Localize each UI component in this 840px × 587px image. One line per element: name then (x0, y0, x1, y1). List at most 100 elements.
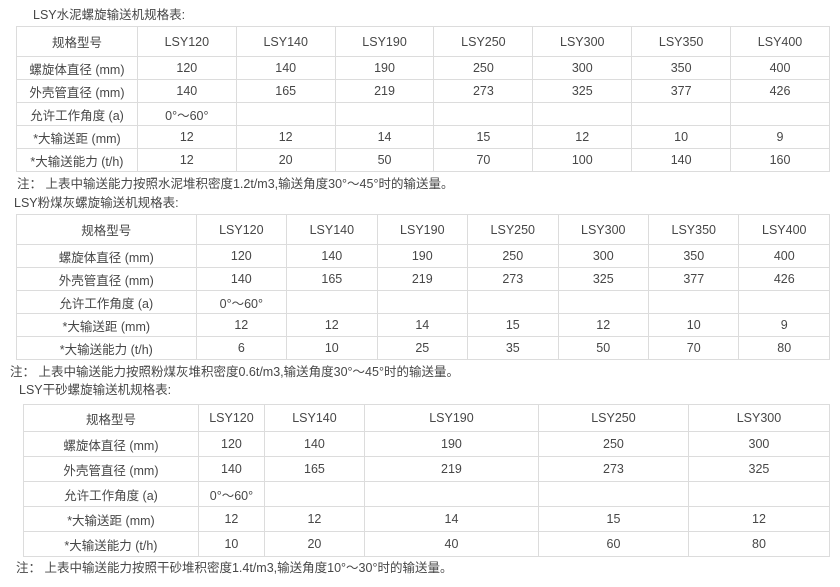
cell-value: 12 (136, 148, 237, 172)
table-row: 外壳管直径 (mm) 140 165 219 273 325 377 426 (16, 79, 830, 103)
cell-value: 0°～60° (195, 290, 288, 314)
cell-value: 40 (363, 531, 540, 557)
cell-value: 273 (538, 456, 689, 482)
cell-value (334, 102, 435, 126)
table-row: 外壳管直径 (mm) 140 165 219 273 325 377 426 (16, 267, 830, 291)
cell-value: 15 (467, 313, 559, 337)
column-header: LSY120 (197, 404, 265, 432)
table-row: 螺旋体直径 (mm) 120 140 190 250 300 350 400 (16, 244, 830, 268)
cell-value: 10 (286, 336, 378, 360)
table-row: *大输送能力 (t/h) 10 20 40 60 80 (23, 531, 831, 557)
row-label: *大输送距 (mm) (23, 506, 199, 532)
cell-value: 190 (334, 56, 435, 80)
table-row: 螺旋体直径 (mm) 120 140 190 250 300 350 400 (16, 56, 830, 80)
cell-value: 140 (263, 431, 365, 457)
cell-value: 273 (467, 267, 559, 291)
cell-value: 190 (376, 244, 469, 268)
cell-value: 0°～60° (197, 481, 265, 507)
cell-value (363, 481, 540, 507)
cell-value: 165 (235, 79, 336, 103)
cell-value: 70 (647, 336, 740, 360)
cell-value: 250 (467, 244, 559, 268)
table-row: *大输送能力 (t/h) 6 10 25 35 50 70 80 (16, 336, 830, 360)
cell-value: 140 (631, 148, 732, 172)
cell-value: 377 (631, 79, 732, 103)
row-label: *大输送能力 (t/h) (16, 336, 197, 360)
cell-value (538, 481, 689, 507)
column-header: 规格型号 (16, 214, 197, 245)
cell-value (730, 102, 830, 126)
cell-value: 12 (286, 313, 378, 337)
cell-value: 140 (197, 456, 265, 482)
cell-value: 250 (538, 431, 689, 457)
table-row: *大输送能力 (t/h) 12 20 50 70 100 140 160 (16, 148, 830, 172)
cell-value: 10 (197, 531, 265, 557)
cell-value: 12 (136, 125, 237, 149)
column-header: LSY400 (738, 214, 830, 245)
cell-value: 140 (286, 244, 378, 268)
cell-value: 250 (433, 56, 534, 80)
row-label: 螺旋体直径 (mm) (23, 431, 199, 457)
table-row: 允许工作角度 (a) 0°～60° (23, 481, 831, 507)
cell-value: 10 (631, 125, 732, 149)
column-header: LSY350 (647, 214, 740, 245)
row-label: 允许工作角度 (a) (16, 102, 138, 126)
column-header: 规格型号 (16, 26, 138, 57)
row-label: 螺旋体直径 (mm) (16, 56, 138, 80)
cell-value: 120 (197, 431, 265, 457)
column-header: LSY120 (136, 26, 237, 57)
table-title-drysand: LSY干砂螺旋输送机规格表: (19, 383, 172, 397)
column-header: LSY300 (687, 404, 831, 432)
cell-value: 165 (286, 267, 378, 291)
cell-value: 12 (263, 506, 365, 532)
cell-value: 219 (334, 79, 435, 103)
column-header: LSY190 (363, 404, 540, 432)
cell-value: 426 (738, 267, 830, 291)
cell-value: 120 (195, 244, 288, 268)
column-header: LSY250 (467, 214, 559, 245)
row-label: *大输送距 (mm) (16, 125, 138, 149)
cell-value: 70 (433, 148, 534, 172)
cell-value: 12 (235, 125, 336, 149)
column-header: 规格型号 (23, 404, 199, 432)
column-header: LSY190 (376, 214, 469, 245)
cell-value: 325 (687, 456, 831, 482)
row-label: *大输送能力 (t/h) (23, 531, 199, 557)
cell-value (631, 102, 732, 126)
table-row: 螺旋体直径 (mm) 120 140 190 250 300 (23, 431, 831, 457)
cell-value: 12 (557, 313, 650, 337)
cell-value: 50 (557, 336, 650, 360)
cell-value: 15 (538, 506, 689, 532)
column-header: LSY350 (631, 26, 732, 57)
cell-value: 12 (195, 313, 288, 337)
cell-value: 35 (467, 336, 559, 360)
cell-value: 300 (687, 431, 831, 457)
column-header: LSY300 (557, 214, 650, 245)
cell-value: 50 (334, 148, 435, 172)
cell-value: 325 (557, 267, 650, 291)
table-row: 允许工作角度 (a) 0°～60° (16, 102, 830, 126)
table-note-flyash: 注： 上表中输送能力按照粉煤灰堆积密度0.6t/m3,输送角度30°～45°时的… (10, 365, 459, 379)
row-label: *大输送距 (mm) (16, 313, 197, 337)
row-label: 外壳管直径 (mm) (23, 456, 199, 482)
cell-value: 160 (730, 148, 830, 172)
cell-value: 0°～60° (136, 102, 237, 126)
spec-table-drysand: 规格型号 LSY120 LSY140 LSY190 LSY250 LSY300 螺旋体直径 … (23, 404, 831, 557)
cell-value: 273 (433, 79, 534, 103)
cell-value: 140 (235, 56, 336, 80)
cell-value: 12 (197, 506, 265, 532)
cell-value: 140 (195, 267, 288, 291)
cell-value: 377 (647, 267, 740, 291)
table-row: 允许工作角度 (a) 0°～60° (16, 290, 830, 314)
cell-value: 350 (647, 244, 740, 268)
cell-value: 350 (631, 56, 732, 80)
column-header: LSY250 (433, 26, 534, 57)
cell-value: 219 (376, 267, 469, 291)
spec-document: LSY水泥螺旋输送机规格表: 规格型号 LSY120 LSY140 LSY190 LSY… (0, 8, 840, 575)
cell-value (376, 290, 469, 314)
cell-value: 60 (538, 531, 689, 557)
column-header: LSY400 (730, 26, 830, 57)
cell-value: 12 (532, 125, 633, 149)
cell-value: 219 (363, 456, 540, 482)
cell-value: 6 (195, 336, 288, 360)
